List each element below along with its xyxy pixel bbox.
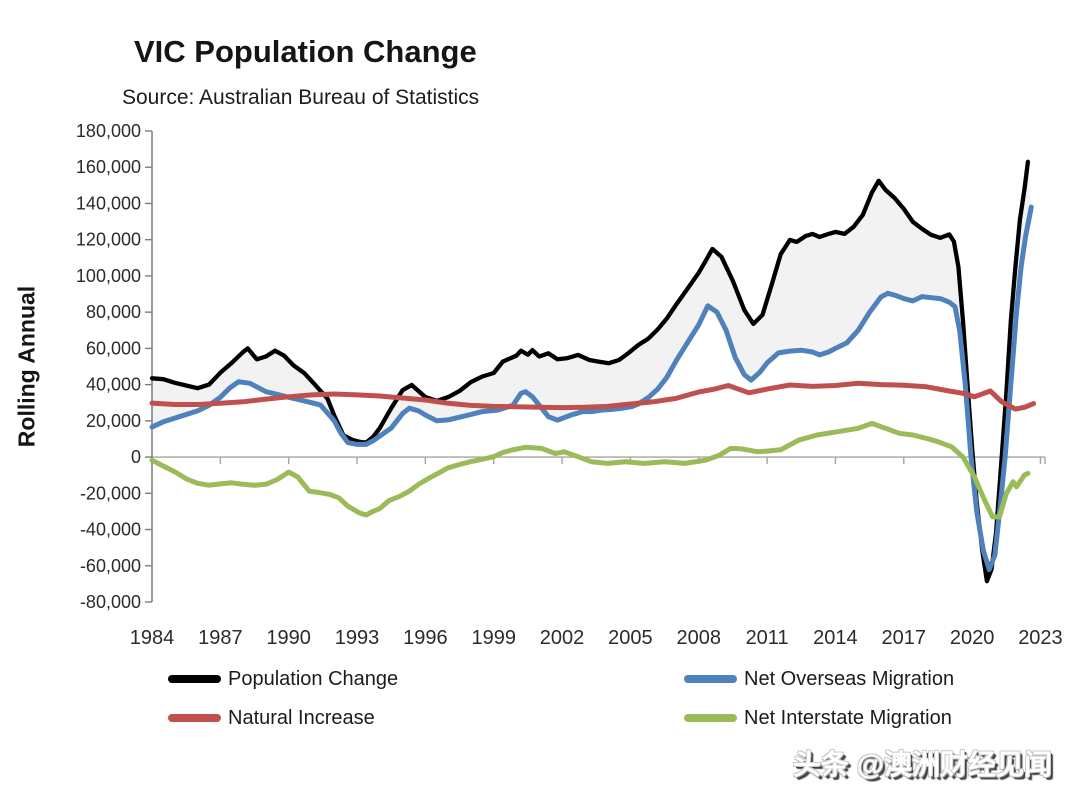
y-tick-label: 140,000 bbox=[76, 193, 141, 213]
x-tick-label: 2014 bbox=[813, 627, 858, 649]
legend-item-natural-increase: Natural Increase bbox=[168, 704, 684, 732]
x-tick-label: 1987 bbox=[198, 627, 243, 649]
y-tick-label: 100,000 bbox=[76, 266, 141, 286]
y-tick-label: 60,000 bbox=[86, 338, 141, 358]
legend-label: Population Change bbox=[228, 667, 399, 690]
natural-increase-line-swatch bbox=[168, 714, 221, 722]
x-tick-label: 1990 bbox=[266, 627, 311, 649]
y-tick-label: 20,000 bbox=[86, 411, 141, 431]
net-interstate-migration-line-swatch bbox=[684, 714, 737, 722]
legend-label: Natural Increase bbox=[228, 706, 375, 729]
population-change-line-swatch bbox=[168, 675, 221, 683]
y-tick-label: 120,000 bbox=[76, 230, 141, 250]
y-tick-label: -20,000 bbox=[80, 483, 141, 503]
watermark-text: 头条 @澳洲财经见闻 bbox=[792, 749, 1052, 780]
legend-item-net-interstate-migration: Net Interstate Migration bbox=[684, 704, 1028, 732]
x-tick-label: 2008 bbox=[676, 627, 721, 649]
x-tick-label: 2017 bbox=[882, 627, 927, 649]
chart-title: VIC Population Change bbox=[134, 34, 477, 69]
y-tick-label: -40,000 bbox=[80, 520, 141, 540]
x-tick-label: 1993 bbox=[335, 627, 380, 649]
net-overseas-migration-line-swatch bbox=[684, 675, 737, 683]
chart-legend: Population Change Natural Increase Net O… bbox=[168, 665, 1028, 732]
x-tick-label: 2023 bbox=[1018, 627, 1063, 649]
x-tick-label: 2005 bbox=[608, 627, 653, 649]
y-tick-label: 80,000 bbox=[86, 302, 141, 322]
legend-item-net-overseas-migration: Net Overseas Migration bbox=[684, 665, 1028, 693]
y-tick-label: -60,000 bbox=[80, 556, 141, 576]
legend-item-population-change: Population Change bbox=[168, 665, 684, 693]
y-tick-label: -80,000 bbox=[80, 592, 141, 612]
y-tick-label: 160,000 bbox=[76, 157, 141, 177]
series-population-change bbox=[149, 159, 1031, 584]
series-natural-increase bbox=[149, 380, 1037, 412]
chart-subtitle: Source: Australian Bureau of Statistics bbox=[122, 86, 480, 109]
x-tick-label: 2011 bbox=[746, 627, 789, 649]
band-fill bbox=[152, 161, 1032, 582]
x-tick-label: 1984 bbox=[130, 627, 175, 649]
legend-label: Net Interstate Migration bbox=[744, 706, 952, 729]
series-net-interstate-migration bbox=[149, 420, 1031, 520]
x-tick-label: 2020 bbox=[950, 627, 995, 649]
legend-label: Net Overseas Migration bbox=[744, 667, 955, 690]
y-tick-label: 40,000 bbox=[86, 375, 141, 395]
x-axis: 1984 1987 1990 1993 1996 1999 2002 2005 2008 2011… bbox=[130, 456, 1063, 649]
y-axis: 180,000 160,000 140,000 120,000 100,000 80,00… bbox=[76, 121, 153, 612]
x-tick-label: 2002 bbox=[540, 627, 585, 649]
x-tick-label: 1999 bbox=[471, 627, 516, 649]
y-tick-label: 180,000 bbox=[76, 121, 141, 141]
y-tick-label: 0 bbox=[131, 447, 141, 467]
x-tick-label: 1996 bbox=[403, 627, 448, 649]
